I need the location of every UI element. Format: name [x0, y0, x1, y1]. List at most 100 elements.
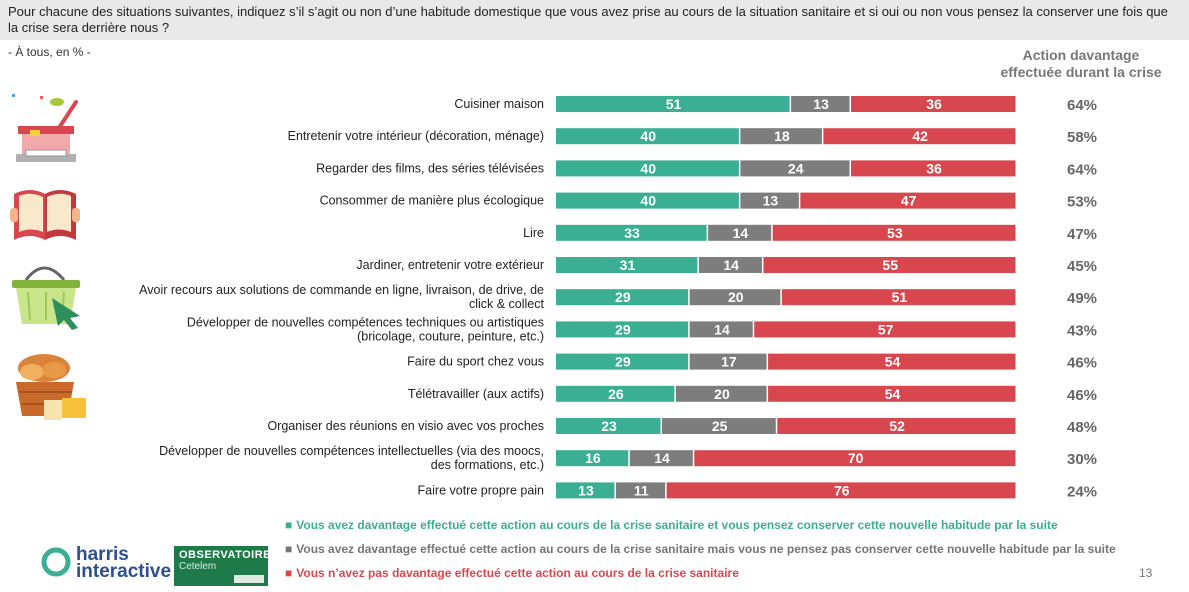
category-label: Télétravailler (aux actifs): [408, 387, 544, 401]
category-label-line: Développer de nouvelles compétences tech…: [187, 315, 544, 329]
category-label-line: click & collect: [469, 297, 545, 311]
category-label-line: Faire votre propre pain: [418, 483, 545, 497]
shopping-basket-icon: [12, 266, 80, 330]
data-label: 40: [640, 193, 656, 209]
category-label-line: Faire du sport chez vous: [407, 355, 544, 369]
bar-segment-not-more: [777, 418, 1016, 434]
data-label: 54: [885, 354, 901, 370]
data-label: 33: [624, 225, 640, 241]
category-label: Développer de nouvelles compétences inte…: [159, 444, 544, 472]
bar-segment-keep: [556, 321, 689, 338]
data-label: 13: [578, 482, 594, 498]
bar-segment-not-keep: [689, 353, 767, 370]
data-label: 14: [654, 450, 670, 466]
harris-brand-line-2: interactive: [76, 561, 172, 582]
bar-segment-not-more: [851, 160, 1016, 177]
data-label: 20: [728, 289, 744, 305]
data-label: 40: [640, 160, 656, 176]
bar-segment-keep: [556, 224, 707, 241]
data-label: 13: [813, 96, 829, 112]
bar-segment-not-more: [781, 289, 1016, 306]
bar-segment-not-more: [768, 353, 1016, 370]
data-label: 52: [889, 418, 905, 434]
bar-segment-keep: [556, 353, 689, 370]
page-number: 13: [1139, 566, 1153, 580]
observatoire-cetelem-logo: OBSERVATOIRE Cetelem: [174, 546, 271, 586]
bnp-tag-mark: [234, 575, 264, 583]
bar-segment-not-more: [800, 192, 1016, 209]
category-label-line: Développer de nouvelles compétences inte…: [159, 444, 544, 458]
data-label: 17: [721, 354, 737, 370]
percent-label: 24%: [1067, 483, 1097, 500]
legend-bullet-red: ■: [285, 566, 293, 580]
category-label: Entretenir votre intérieur (décoration, …: [288, 129, 544, 143]
cetelem-text: Cetelem: [179, 561, 217, 572]
category-label: Lire: [523, 226, 544, 240]
bar-segment-keep: [556, 450, 629, 467]
percent-label: 48%: [1067, 419, 1097, 436]
percent-label: 58%: [1067, 129, 1097, 146]
percent-column-header: Action davantage effectuée durant la cri…: [986, 47, 1176, 81]
observatoire-text: OBSERVATOIRE: [179, 549, 271, 561]
category-label-line: Lire: [523, 226, 544, 240]
category-label-line: Regarder des films, des séries télévisée…: [316, 161, 544, 175]
category-label-line: Entretenir votre intérieur (décoration, …: [288, 129, 544, 143]
bar-segment-keep: [556, 192, 739, 209]
percent-label: 47%: [1067, 226, 1097, 243]
legend-text-not-keep: Vous avez davantage effectué cette actio…: [296, 542, 1116, 556]
question-banner: Pour chacune des situations suivantes, i…: [0, 0, 1189, 40]
data-label: 24: [788, 160, 804, 176]
bar-segment-not-more: [768, 385, 1016, 402]
data-label: 53: [887, 225, 903, 241]
data-label: 29: [615, 321, 631, 337]
legend-item-not-keep: ■ Vous avez davantage effectué cette acti…: [285, 542, 1116, 556]
harris-interactive-logo: harris interactive: [40, 545, 171, 583]
category-label-line: Avoir recours aux solutions de commande …: [139, 283, 544, 297]
bar-segment-not-more: [851, 96, 1016, 112]
bar-segment-keep: [556, 385, 675, 402]
legend-bullet-green: ■: [285, 518, 293, 532]
harris-brand-text: harris interactive: [76, 545, 172, 582]
bar-segment-not-keep: [708, 224, 772, 241]
bar-segment-not-more: [763, 257, 1016, 273]
category-label-line: Jardiner, entretenir votre extérieur: [356, 258, 544, 272]
category-label-line: Télétravailler (aux actifs): [408, 387, 544, 401]
data-label: 13: [763, 193, 779, 209]
bar-segment-keep: [556, 160, 739, 177]
bar-segment-not-keep: [629, 450, 693, 467]
category-label: Cuisiner maison: [454, 97, 544, 111]
data-label: 42: [912, 128, 928, 144]
data-label: 16: [585, 450, 601, 466]
legend-item-keep: ■ Vous avez davantage effectué cette acti…: [285, 518, 1058, 532]
data-label: 36: [926, 160, 942, 176]
data-label: 20: [714, 386, 730, 402]
percent-label: 64%: [1067, 97, 1097, 114]
open-book-icon: [10, 190, 80, 240]
data-label: 11: [634, 482, 649, 498]
category-label: Organiser des réunions en visio avec vos…: [267, 419, 544, 433]
bar-segment-not-more: [666, 482, 1016, 499]
data-label: 54: [885, 386, 901, 402]
bar-segment-not-keep: [662, 418, 776, 434]
category-label: Avoir recours aux solutions de commande …: [139, 283, 544, 311]
data-label: 57: [878, 321, 894, 337]
percent-label: 30%: [1067, 451, 1097, 468]
data-label: 76: [834, 482, 850, 498]
category-label: Développer de nouvelles compétences tech…: [187, 315, 544, 343]
data-label: 18: [774, 128, 790, 144]
category-label-line: des formations, etc.): [431, 458, 544, 472]
base-note: - À tous, en % -: [8, 45, 91, 59]
category-label-line: Cuisiner maison: [454, 97, 544, 111]
data-label: 29: [615, 289, 631, 305]
category-label-line: (bricolage, couture, peinture, etc.): [357, 329, 544, 343]
data-label: 26: [608, 386, 624, 402]
percent-label: 49%: [1067, 290, 1097, 307]
data-label: 25: [712, 418, 728, 434]
bar-segment-not-keep: [689, 289, 781, 306]
bar-segment-not-keep: [791, 96, 850, 112]
data-label: 40: [640, 128, 656, 144]
percent-header-line-1: Action davantage: [1022, 47, 1140, 63]
data-label: 14: [723, 257, 739, 273]
bread-basket-icon: [16, 354, 86, 420]
